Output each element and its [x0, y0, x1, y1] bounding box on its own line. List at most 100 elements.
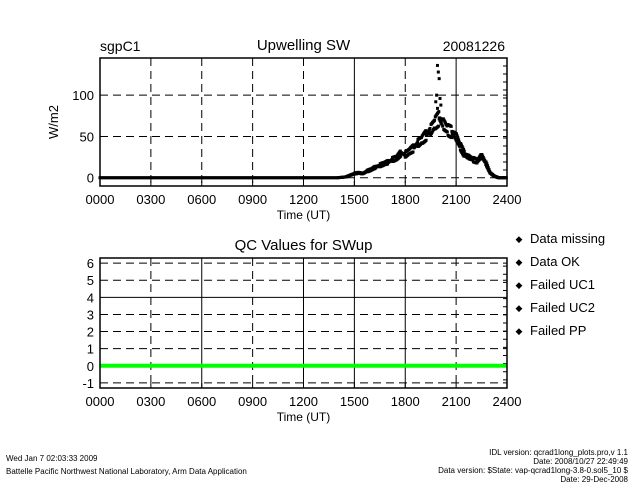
legend-marker: ◆: [516, 326, 523, 336]
data-point: [484, 160, 488, 164]
plot-frame: [99, 257, 508, 389]
data-point: [449, 124, 453, 128]
site-label: sgpC1: [100, 38, 141, 54]
date-label: 20081226: [443, 38, 506, 54]
data-point: [456, 136, 460, 140]
legend-label: Failed UC2: [530, 300, 595, 315]
data-point-outlier: [437, 77, 441, 81]
x-tick-label: 2400: [493, 394, 522, 409]
data-point: [445, 130, 449, 134]
legend-label: Failed UC1: [530, 277, 595, 292]
data-point: [486, 164, 490, 168]
x-tick-label: 0600: [187, 192, 216, 207]
data-point: [437, 110, 441, 114]
data-point-outlier: [434, 100, 438, 104]
x-tick-label: 1200: [289, 192, 318, 207]
idl-version: IDL version: qcrad1long_plots.pro,v 1.1: [489, 448, 628, 457]
data-version: Data version: $State: vap-qcrad1long-3.8…: [438, 466, 628, 475]
footer-version: IDL version: qcrad1long_plots.pro,v 1.1 …: [438, 448, 628, 484]
data-point: [460, 144, 464, 148]
y-tick-label: 0: [87, 171, 94, 186]
x-tick-label: 1500: [340, 394, 369, 409]
plot-title: QC Values for SWup: [235, 237, 373, 254]
data-point: [428, 126, 432, 130]
data-point: [424, 138, 428, 142]
x-tick-label: 0600: [187, 394, 216, 409]
y-tick-label: 5: [87, 273, 94, 288]
x-tick-label: 0000: [86, 394, 115, 409]
data-point: [390, 157, 394, 161]
y-tick-label: 1: [87, 342, 94, 357]
legend-label: Data missing: [530, 231, 605, 246]
y-tick-label: 4: [87, 290, 94, 305]
x-tick-label: 1800: [391, 394, 420, 409]
data-point: [454, 132, 458, 136]
y-tick-label: -1: [82, 376, 94, 391]
data-point: [450, 136, 454, 140]
data-point: [471, 158, 475, 162]
x-tick-label: 0000: [86, 192, 115, 207]
data-point: [398, 149, 402, 153]
data-point: [411, 143, 415, 147]
y-axis-label: W/m2: [46, 105, 61, 139]
data-point: [459, 143, 463, 147]
x-tick-label: 1200: [289, 394, 318, 409]
x-tick-label: 2400: [493, 192, 522, 207]
data-point: [457, 138, 461, 142]
plot-frame: [99, 57, 508, 187]
data-point: [462, 149, 466, 153]
data-point: [461, 146, 465, 150]
data-point: [416, 140, 420, 144]
x-axis-label: Time (UT): [277, 410, 331, 424]
y-tick-label: 100: [72, 88, 94, 103]
y-tick-label: 2: [87, 325, 94, 340]
data-point-outlier: [438, 96, 442, 100]
legend-marker: ◆: [516, 280, 523, 290]
data-point: [486, 166, 490, 170]
legend-label: Data OK: [530, 254, 580, 269]
plot-title: Upwelling SW: [257, 37, 351, 54]
upwelling-sw-plot: Upwelling SW 0000 0300 0600 0900 1200 1500 1800…: [46, 37, 521, 222]
legend-marker: ◆: [516, 303, 523, 313]
x-tick-label: 1800: [391, 192, 420, 207]
data-point: [436, 124, 440, 128]
data-point: [462, 148, 466, 152]
legend-marker: ◆: [516, 234, 523, 244]
data-point-outlier: [435, 93, 439, 97]
x-tick-label: 2100: [442, 192, 471, 207]
x-tick-label: 0900: [238, 192, 267, 207]
data-point: [441, 124, 445, 128]
data-point: [487, 167, 491, 171]
footer-org: Battelle Pacific Northwest National Labo…: [6, 467, 247, 476]
y-tick-label: 0: [87, 359, 94, 374]
legend-marker: ◆: [516, 257, 523, 267]
data-point: [411, 150, 415, 154]
data-point: [438, 118, 442, 122]
footer-timestamp: Wed Jan 7 02:03:33 2009: [6, 454, 98, 463]
data-point-outlier: [436, 70, 440, 74]
y-tick-label: 6: [87, 256, 94, 271]
x-tick-label: 0300: [136, 394, 165, 409]
x-tick-label: 0900: [238, 394, 267, 409]
data-point: [458, 144, 462, 148]
x-tick-label: 0300: [136, 192, 165, 207]
data-point: [424, 129, 428, 133]
y-tick-label: 3: [87, 307, 94, 322]
data-point: [433, 118, 437, 122]
data-point: [399, 154, 403, 158]
data-point-outlier: [435, 63, 439, 67]
qc-legend: ◆ Data missing ◆ Data OK ◆ Failed UC1 ◆ Failed …: [516, 231, 606, 338]
data-point: [386, 162, 390, 166]
data-point-outlier: [439, 103, 443, 107]
data-point: [485, 162, 489, 166]
data-point-outlier: [435, 106, 439, 110]
x-axis-label: Time (UT): [277, 208, 331, 222]
data-point: [455, 134, 459, 138]
y-tick-label: 50: [80, 129, 94, 144]
idl-date: Date: 2008/10/27 22:49:49: [533, 457, 628, 466]
legend-label: Failed PP: [530, 323, 586, 338]
x-tick-label: 2100: [442, 394, 471, 409]
x-tick-label: 1500: [340, 192, 369, 207]
